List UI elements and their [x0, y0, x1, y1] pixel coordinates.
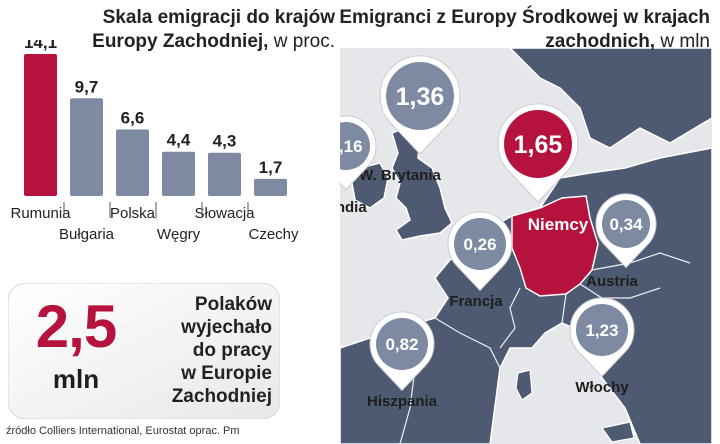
- bar-value-label: 1,7: [259, 158, 283, 177]
- pin-value: 1,23: [585, 321, 618, 340]
- category-label: Węgry: [157, 226, 201, 243]
- bar-value-label: 9,7: [75, 77, 99, 96]
- country-name: Irlandia: [340, 199, 367, 216]
- pin-value: 1,36: [396, 83, 445, 111]
- category-label: Słowacja: [194, 205, 255, 222]
- bar-value-label: 4,3: [213, 132, 237, 151]
- stat-text-line: w Europie: [181, 363, 272, 384]
- country-name: Włochy: [575, 379, 629, 396]
- bar-chart: 14,1 Rumunia 9,7 Bułgaria 6,6 Polska 4,4 Węgry 4…: [10, 40, 299, 243]
- pin-circle: [340, 122, 370, 170]
- map-title-line1: Emigranci z Europy Środkowej w krajach: [339, 7, 710, 28]
- stat-text-line: do pracy: [192, 340, 272, 361]
- stat-text-line: Polaków: [194, 294, 272, 315]
- europe-map: 1,36 W. Brytania 0,16 Irlandia 1,65 Niemcy 0,3…: [340, 48, 712, 444]
- scandinavia-shape: [508, 48, 712, 149]
- bar-chart-title-line1: Skala emigracji do krajów: [102, 7, 335, 28]
- category-label: Bułgaria: [59, 226, 115, 243]
- map-pin-francja: 0,26: [447, 211, 513, 292]
- map-pin-włochy: 1,23: [569, 297, 635, 378]
- country-name: Niemcy: [528, 215, 589, 234]
- stat-text-line: wyjechało: [181, 317, 272, 338]
- bar-bułgaria: [70, 98, 103, 196]
- map-title-line2: zachodnich,: [545, 31, 656, 52]
- map-pin-austria: 0,34: [595, 193, 657, 269]
- country-name: Austria: [586, 273, 638, 290]
- stat-description: Polaków wyjechało do pracy w Europie Zac…: [150, 293, 272, 408]
- map-borders: [399, 252, 691, 444]
- map-title-unit: w mln: [660, 31, 710, 52]
- bar-chart-unit: w proc.: [273, 31, 335, 52]
- pin-circle: [386, 62, 454, 130]
- map-pin-wbrytania: 1,36: [379, 55, 461, 155]
- sicily-shape: [600, 421, 635, 443]
- map-pin-niemcy: 1,65: [497, 103, 579, 203]
- pin-value: 1,65: [514, 131, 563, 159]
- bar-value-label: 14,1: [24, 40, 57, 52]
- germany-shape: [511, 195, 599, 297]
- map-pin-hiszpania: 0,82: [369, 311, 435, 392]
- country-name: W. Brytania: [359, 167, 441, 184]
- stat-number: 2,5: [35, 293, 117, 360]
- bar-czechy: [254, 178, 287, 196]
- category-label: Polska: [110, 205, 156, 222]
- bar-polska: [116, 129, 149, 196]
- bar-rumunia: [24, 54, 57, 196]
- pin-value: 0,16: [340, 137, 363, 156]
- stat-box-background: [8, 283, 280, 419]
- bar-chart-title: Skala emigracji do krajów Europy Zachodn…: [92, 6, 335, 54]
- pin-circle: [454, 218, 506, 270]
- great-britain-shape: [391, 125, 453, 241]
- bar-chart-title-line2: Europy Zachodniej,: [92, 31, 269, 52]
- pin-value: 0,26: [463, 235, 496, 254]
- pin-circle: [576, 304, 628, 356]
- bar-value-label: 4,4: [167, 131, 191, 150]
- bar-value-label: 6,6: [121, 109, 145, 128]
- pin-value: 0,34: [609, 215, 643, 234]
- country-name: Hiszpania: [367, 393, 438, 410]
- stat-text-line: Zachodniej: [171, 386, 272, 407]
- bar-węgry: [162, 151, 195, 196]
- map-pin-irlandia: 0,16: [340, 115, 377, 191]
- bar-słowacja: [208, 152, 241, 196]
- pin-circle: [602, 200, 650, 248]
- stat-unit: mln: [52, 364, 100, 394]
- stat-box: [8, 283, 280, 419]
- pin-circle: [504, 110, 572, 178]
- sardinia-shape: [515, 369, 533, 401]
- pin-value: 0,82: [385, 335, 418, 354]
- southern-islands: [515, 369, 635, 443]
- map-title: Emigranci z Europy Środkowej w krajach z…: [339, 6, 710, 54]
- category-label: Czechy: [248, 226, 299, 243]
- category-label: Rumunia: [10, 205, 71, 222]
- country-name: Francja: [449, 293, 503, 310]
- source-note: źródło Colliers International, Eurostat …: [6, 425, 240, 437]
- pin-circle: [376, 318, 428, 370]
